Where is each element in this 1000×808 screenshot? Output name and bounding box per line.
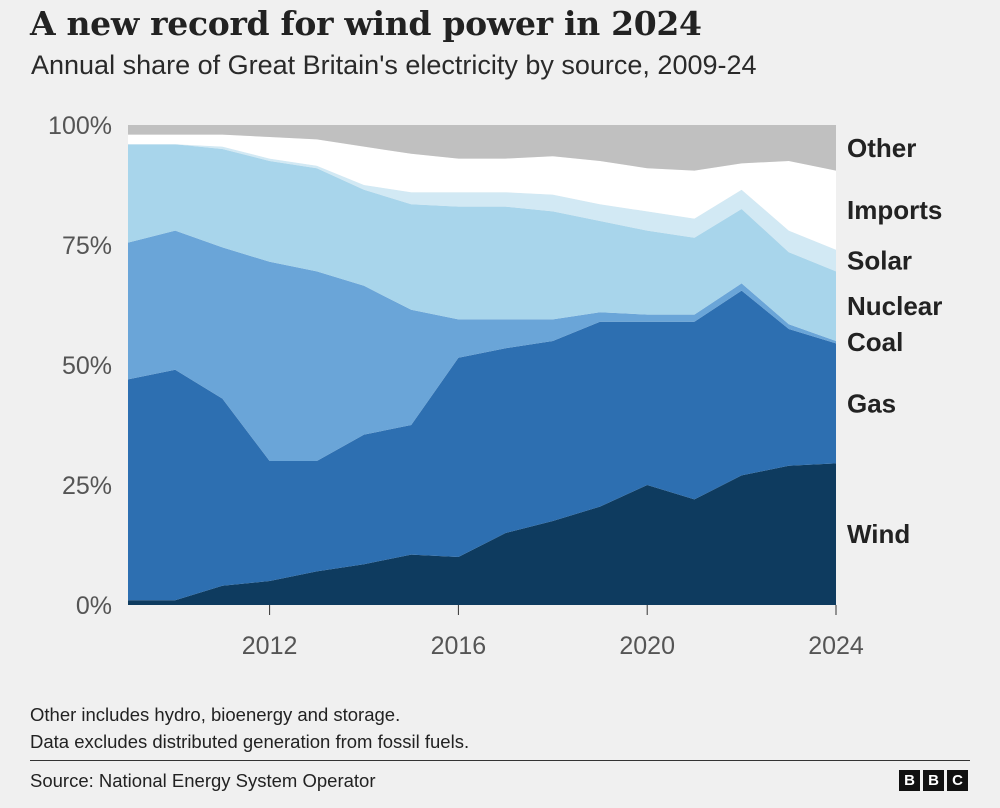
bbc-logo: B B C bbox=[899, 770, 968, 791]
series-label-imports: Imports bbox=[847, 195, 942, 225]
y-tick-label: 100% bbox=[48, 112, 112, 140]
area-coal bbox=[128, 230, 836, 461]
note-data-exclusion: Data excludes distributed generation fro… bbox=[30, 731, 470, 752]
area-gas bbox=[128, 290, 836, 601]
chart-title: A new record for wind power in 2024 bbox=[30, 4, 702, 43]
series-label-other: Other bbox=[847, 133, 916, 163]
area-nuclear bbox=[128, 144, 836, 341]
logo-letter: C bbox=[947, 770, 968, 791]
x-tick-label: 2012 bbox=[242, 632, 298, 660]
x-tick-label: 2024 bbox=[808, 632, 864, 660]
series-label-gas: Gas bbox=[847, 388, 896, 418]
y-tick-label: 50% bbox=[62, 352, 112, 380]
note-other-definition: Other includes hydro, bioenergy and stor… bbox=[30, 704, 401, 725]
logo-letter: B bbox=[899, 770, 920, 791]
area-imports bbox=[128, 134, 836, 250]
series-label-solar: Solar bbox=[847, 246, 912, 276]
source-credit: Source: National Energy System Operator bbox=[30, 770, 376, 791]
x-tick-label: 2016 bbox=[431, 632, 487, 660]
x-tick-label: 2020 bbox=[619, 632, 675, 660]
series-label-coal: Coal bbox=[847, 327, 903, 357]
stacked-area-chart: 0% 25% 50% 75% 100% 2012 2016 2020 2024 Other Impo… bbox=[48, 112, 942, 660]
chart-subtitle: Annual share of Great Britain's electric… bbox=[31, 50, 757, 80]
y-tick-label: 75% bbox=[62, 232, 112, 260]
footer-divider bbox=[30, 760, 970, 761]
y-tick-label: 0% bbox=[76, 592, 112, 620]
series-label-nuclear: Nuclear bbox=[847, 291, 942, 321]
series-label-wind: Wind bbox=[847, 519, 910, 549]
y-tick-label: 25% bbox=[62, 472, 112, 500]
logo-letter: B bbox=[923, 770, 944, 791]
area-wind bbox=[128, 463, 836, 605]
area-other bbox=[128, 125, 836, 171]
